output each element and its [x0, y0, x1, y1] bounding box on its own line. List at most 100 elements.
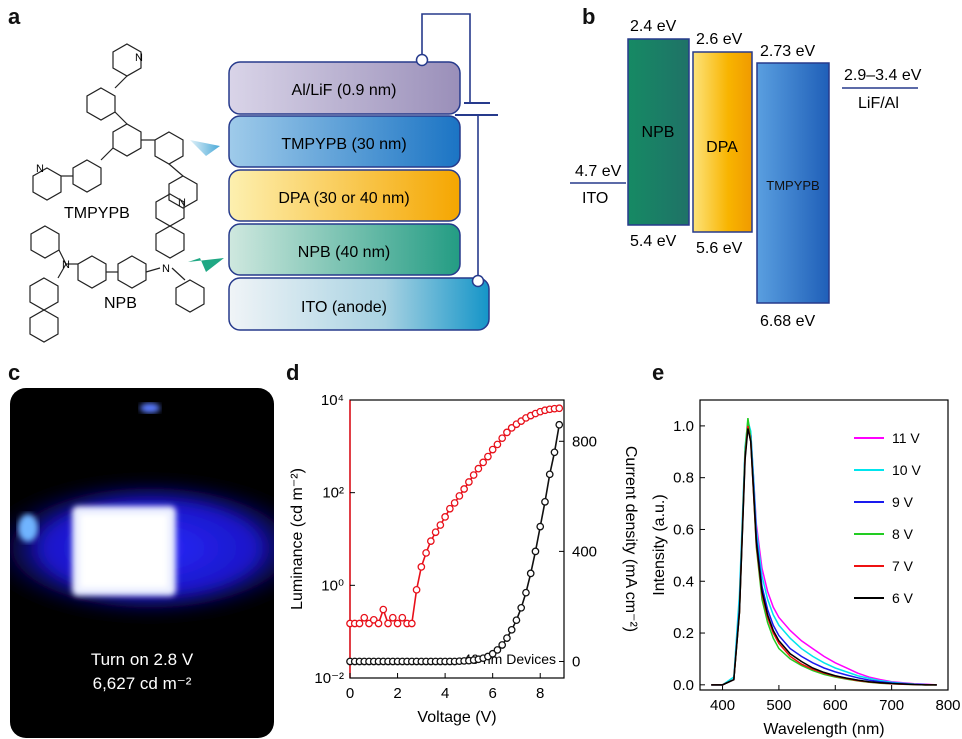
- data-point: [474, 464, 483, 473]
- atom-n-4: N: [62, 259, 70, 271]
- data-point: [488, 445, 497, 454]
- layer-ito: [228, 277, 490, 331]
- data-point: [493, 440, 502, 449]
- layer-tmpypb: [228, 115, 461, 168]
- data-point: [393, 619, 402, 628]
- y-left-tick-label: 10⁻²: [314, 670, 344, 687]
- photo-caption: Turn on 2.8 V 6,627 cd m⁻²: [10, 648, 274, 696]
- x-tick-label: 2: [393, 685, 401, 702]
- legend-label: 9 V: [892, 494, 914, 510]
- data-point: [379, 605, 388, 614]
- atom-n-2: N: [36, 163, 44, 175]
- x-tick-label: 500: [766, 697, 791, 714]
- molecule-label-npb: NPB: [104, 295, 137, 312]
- layer-label-npb: NPB (40 nm): [298, 244, 390, 261]
- cathode-name: LiF/Al: [858, 95, 899, 112]
- npb-band: [627, 38, 690, 226]
- y-tick-label: 0.6: [673, 521, 694, 538]
- data-point: [441, 513, 449, 521]
- data-point: [555, 420, 564, 429]
- data-point: [398, 613, 407, 622]
- legend-label: 8 V: [892, 526, 914, 542]
- arrow-tmpypb: [190, 140, 220, 156]
- panel-label-d: d: [286, 360, 300, 385]
- legend-label: 10 V: [892, 462, 921, 478]
- data-point: [498, 434, 507, 443]
- ito-level-label: 4.7 eV: [575, 163, 622, 180]
- panel-label-e: e: [652, 360, 665, 385]
- data-point: [498, 641, 507, 649]
- plot-frame: [349, 399, 565, 679]
- data-point: [536, 522, 545, 531]
- data-point: [388, 613, 397, 622]
- x-tick-label: 700: [879, 697, 904, 714]
- y-tick-label: 0.2: [673, 625, 694, 642]
- data-point: [503, 634, 511, 642]
- npb-structure: [29, 193, 205, 343]
- atom-n-1: N: [135, 52, 143, 64]
- dpa-homo-label: 5.6 eV: [696, 240, 743, 257]
- data-point: [417, 563, 426, 571]
- tmpypb-lumo-label: 2.73 eV: [760, 43, 815, 60]
- data-point: [493, 646, 502, 654]
- y-left-axis-label: Luminance (cd m⁻²): [289, 468, 306, 610]
- y-tick-label: 0.4: [673, 573, 694, 590]
- panel-label-c: c: [8, 360, 21, 385]
- data-point: [545, 470, 554, 479]
- y-tick-label: 1.0: [673, 418, 694, 435]
- x-tick-label: 600: [823, 697, 848, 714]
- y-left-tick-label: 10⁴: [321, 392, 344, 409]
- turn-on-text: Turn on 2.8 V: [90, 650, 194, 669]
- y-right-tick-label: 800: [572, 433, 597, 450]
- data-point: [479, 458, 488, 467]
- panel-label-b: b: [582, 4, 596, 29]
- data-point: [541, 497, 549, 506]
- atom-n-5: N: [162, 263, 170, 275]
- data-point: [517, 603, 526, 612]
- tmpypb-band: [756, 62, 830, 304]
- data-point: [460, 485, 468, 493]
- tmpypb-homo-label: 6.68 eV: [760, 313, 815, 330]
- data-point: [426, 537, 435, 545]
- y-axis-label: Intensity (a.u.): [651, 494, 668, 595]
- layer-dpa: [228, 169, 461, 222]
- y-left-tick-label: 10²: [322, 485, 344, 502]
- data-point: [360, 613, 369, 622]
- atom-n-3: N: [178, 197, 186, 209]
- data-point: [526, 569, 535, 578]
- x-axis-label: Voltage (V): [417, 709, 496, 726]
- chart-luminance-current-voltage: 0 2 4 6 8 10⁻² 10⁰ 10² 10⁴ 0 400 800 Voltage (V) Lumi…: [289, 392, 639, 726]
- data-point: [488, 649, 497, 658]
- layer-label-tmpypb: TMPYPB (30 nm): [281, 136, 406, 153]
- dpa-band: [692, 51, 753, 233]
- energy-level-diagram: 4.7 eV ITO 2.4 eV 5.4 eV NPB 2.6 eV 5.6 …: [570, 18, 922, 330]
- legend-label: 6 V: [892, 590, 914, 606]
- data-point: [431, 528, 440, 537]
- data-point: [512, 616, 521, 625]
- legend-label: 7 V: [892, 558, 914, 574]
- x-tick-label: 6: [488, 685, 496, 702]
- x-tick-label: 400: [710, 697, 735, 714]
- data-point: [407, 619, 416, 628]
- data-point: [550, 448, 559, 457]
- layer-label-ito: ITO (anode): [301, 299, 387, 316]
- data-point: [522, 588, 530, 597]
- y-right-tick-label: 400: [572, 543, 597, 560]
- data-point: [469, 471, 478, 479]
- ito-name: ITO: [582, 190, 608, 207]
- x-tick-label: 4: [441, 685, 449, 702]
- npb-band-name: NPB: [642, 124, 675, 141]
- data-point: [374, 619, 383, 628]
- chart-el-spectra: 400 500 600 700 800 0.0 0.2 0.4 0.6 0.8 1.0 Wavelen…: [651, 399, 960, 738]
- x-tick-label: 800: [935, 697, 960, 714]
- y-right-tick-label: 0: [572, 653, 580, 670]
- data-point: [503, 428, 511, 437]
- npb-lumo-label: 2.4 eV: [630, 18, 677, 35]
- x-tick-label: 0: [346, 685, 354, 702]
- data-point: [422, 549, 430, 557]
- cathode-level-label: 2.9–3.4 eV: [844, 67, 922, 84]
- x-tick-label: 8: [536, 685, 544, 702]
- series-current-density: [346, 420, 564, 666]
- series-luminance: [346, 404, 564, 628]
- plot-frame: [699, 399, 949, 691]
